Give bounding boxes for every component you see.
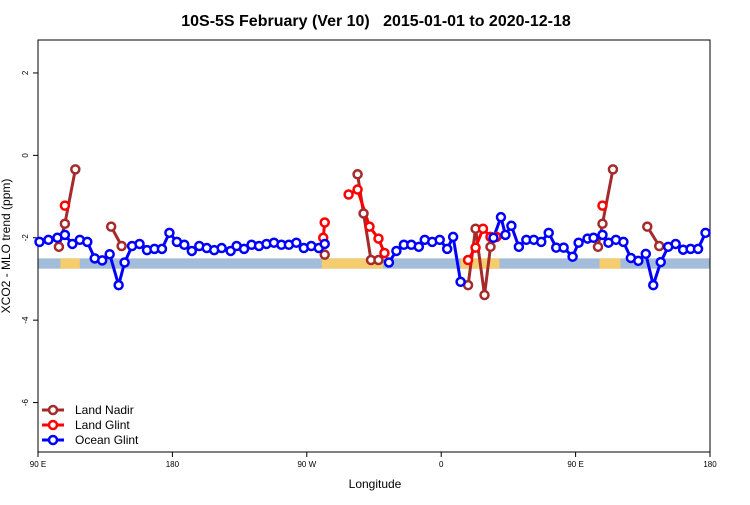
data-point — [119, 257, 130, 268]
data-point — [352, 169, 363, 180]
data-point — [495, 211, 507, 223]
data-point — [618, 236, 629, 248]
data-point — [105, 221, 117, 232]
data-point — [343, 189, 354, 200]
data-point — [633, 255, 644, 267]
data-point — [653, 240, 665, 252]
data-point — [82, 236, 93, 248]
data-point — [573, 237, 584, 248]
data-point — [597, 200, 608, 211]
data-point — [455, 276, 466, 288]
data-point — [543, 227, 554, 239]
data-point — [186, 245, 198, 257]
legend-marker — [47, 404, 59, 416]
data-point — [500, 229, 511, 241]
x-tick-label: 90 E — [567, 460, 583, 469]
legend-label: Ocean Glint — [75, 433, 139, 447]
data-point — [447, 231, 459, 243]
y-tick-label: -6 — [21, 398, 30, 406]
data-point — [597, 218, 608, 230]
chart-title: 10S-5S February (Ver 10) 2015-01-01 to 2… — [181, 13, 571, 30]
y-tick-label: -4 — [21, 316, 30, 324]
land-span — [60, 258, 80, 269]
data-point — [319, 238, 330, 250]
data-point — [488, 232, 499, 244]
data-point — [592, 241, 604, 253]
data-point — [558, 242, 569, 253]
data-point — [479, 289, 490, 301]
data-point — [373, 233, 384, 244]
data-point — [291, 237, 302, 248]
data-point — [513, 241, 525, 253]
data-point — [588, 232, 599, 244]
data-point — [607, 164, 619, 175]
data-point — [506, 220, 517, 232]
y-tick-label: 2 — [21, 70, 30, 75]
y-tick-label: -2 — [21, 234, 30, 242]
data-point — [700, 227, 711, 239]
land-span — [321, 258, 383, 269]
x-tick-label: 90 W — [297, 460, 316, 469]
data-point — [597, 229, 608, 241]
data-point — [113, 279, 124, 291]
data-point — [59, 218, 71, 230]
data-point — [358, 208, 369, 219]
x-tick-label: 180 — [166, 460, 180, 469]
data-point — [319, 249, 330, 260]
x-tick-label: 180 — [703, 460, 717, 469]
data-point — [59, 200, 71, 211]
data-point — [655, 256, 666, 268]
data-point — [364, 221, 375, 232]
data-point — [104, 248, 115, 260]
data-point — [536, 236, 547, 248]
y-tick-label: 0 — [21, 153, 30, 158]
data-point — [692, 243, 704, 255]
data-point — [648, 279, 659, 291]
data-point — [640, 248, 652, 260]
data-point — [373, 254, 384, 266]
x-axis-label: Longitude — [349, 477, 402, 491]
x-tick-label: 90 E — [30, 460, 46, 469]
data-point — [53, 241, 65, 253]
data-point — [477, 223, 489, 234]
y-axis-label: XCO2 - MLO trend (ppm) — [0, 179, 13, 314]
data-point — [43, 234, 54, 246]
data-point — [319, 217, 330, 228]
data-point — [216, 242, 227, 254]
data-point — [379, 247, 390, 259]
data-point — [413, 241, 425, 253]
data-point — [70, 164, 81, 175]
data-point — [670, 238, 681, 250]
data-point — [485, 241, 496, 253]
data-point — [383, 257, 395, 268]
data-point — [238, 243, 250, 255]
data-point — [462, 254, 474, 266]
data-point — [642, 221, 653, 232]
data-point — [156, 243, 168, 255]
x-tick-label: 0 — [439, 460, 444, 469]
data-point — [134, 238, 145, 250]
legend-marker — [47, 419, 59, 431]
data-point — [352, 184, 363, 195]
land-span — [599, 258, 621, 269]
data-point — [67, 238, 78, 250]
data-point — [434, 234, 445, 246]
legend-label: Land Glint — [75, 418, 130, 432]
legend-marker — [47, 434, 59, 446]
data-point — [116, 240, 127, 252]
data-point — [179, 239, 190, 251]
data-point — [391, 245, 402, 257]
data-point — [441, 243, 453, 255]
data-point — [96, 255, 108, 266]
data-point — [567, 251, 578, 262]
data-point — [164, 227, 175, 239]
data-point — [34, 236, 45, 248]
data-point — [470, 242, 481, 253]
legend-label: Land Nadir — [75, 403, 134, 417]
data-point — [59, 229, 71, 241]
